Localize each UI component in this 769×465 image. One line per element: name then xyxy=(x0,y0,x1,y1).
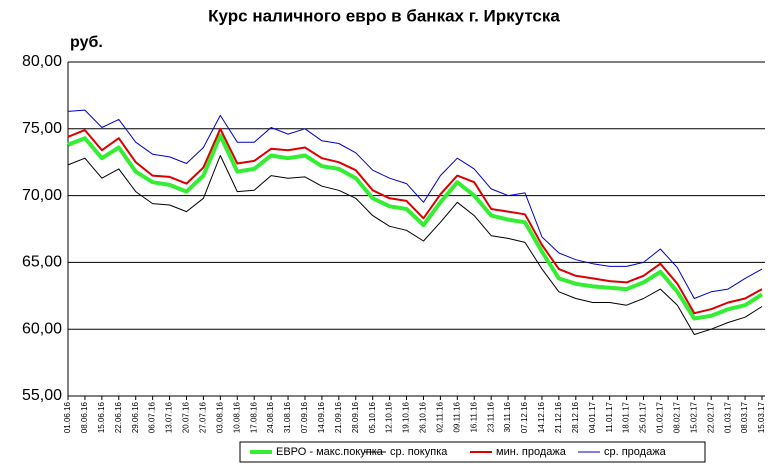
x-tick-label: 16.11.16 xyxy=(469,401,478,432)
series-line xyxy=(67,155,763,335)
x-tick-label: 14.09.16 xyxy=(317,401,326,433)
x-tick-label: 31.08.16 xyxy=(283,401,292,433)
y-tick-label: 75,00 xyxy=(22,120,62,137)
x-tick-label: 01.06.16 xyxy=(63,401,72,433)
x-tick-label: 06.07.16 xyxy=(148,401,157,433)
x-tick-label: 09.11.16 xyxy=(452,401,461,432)
x-tick-label: 20.07.16 xyxy=(182,401,191,433)
x-tick-label: 15.02.17 xyxy=(689,401,698,433)
y-axis-label: руб. xyxy=(70,34,103,51)
series-line xyxy=(67,133,764,321)
x-tick-label: 28.12.16 xyxy=(571,401,580,433)
legend-label: мин. продажа xyxy=(496,446,567,458)
y-tick-label: 60,00 xyxy=(22,320,62,337)
x-tick-label: 15.06.16 xyxy=(97,401,106,433)
x-tick-label: 08.02.17 xyxy=(672,401,681,433)
x-tick-label: 02.11.16 xyxy=(435,401,444,432)
y-tick-label: 55,00 xyxy=(22,387,62,404)
x-tick-label: 21.09.16 xyxy=(334,401,343,433)
series-line xyxy=(67,127,763,315)
y-tick-label: 65,00 xyxy=(22,254,62,271)
x-tick-label: 01.02.17 xyxy=(656,401,665,433)
x-tick-label: 26.10.16 xyxy=(419,401,428,433)
x-tick-label: 08.06.16 xyxy=(80,401,89,433)
chart-title: Курс наличного евро в банках г. Иркутска xyxy=(208,6,560,25)
x-tick-label: 21.12.16 xyxy=(554,401,563,433)
x-tick-label: 10.08.16 xyxy=(232,401,241,433)
x-tick-label: 14.12.16 xyxy=(537,401,546,433)
x-tick-label: 13.07.16 xyxy=(165,401,174,433)
series-line xyxy=(67,109,763,299)
x-tick-label: 22.06.16 xyxy=(114,401,123,433)
x-tick-label: 17.08.16 xyxy=(249,401,258,433)
x-tick-label: 07.09.16 xyxy=(300,401,309,433)
legend-label: ЕВРО - макс.покупка xyxy=(276,446,384,458)
x-tick-label: 29.06.16 xyxy=(131,401,140,433)
x-tick-label: 25.01.17 xyxy=(639,401,648,433)
x-tick-label: 19.10.16 xyxy=(402,401,411,433)
x-tick-label: 05.10.16 xyxy=(368,401,377,433)
legend-label: ср. продажа xyxy=(604,446,667,458)
x-tick-label: 23.11.16 xyxy=(486,401,495,432)
x-tick-label: 30.11.16 xyxy=(503,401,512,432)
x-tick-label: 15.03.17 xyxy=(757,401,766,433)
x-tick-label: 18.01.17 xyxy=(622,401,631,433)
x-tick-label: 08.03.17 xyxy=(740,401,749,433)
y-tick-label: 70,00 xyxy=(22,187,62,204)
legend-label: ср. покупка xyxy=(390,446,448,458)
x-tick-label: 22.02.17 xyxy=(706,401,715,433)
x-tick-label: 07.12.16 xyxy=(520,401,529,433)
x-tick-label: 24.08.16 xyxy=(266,401,275,433)
x-tick-label: 11.01.17 xyxy=(605,401,614,432)
x-tick-label: 27.07.16 xyxy=(199,401,208,433)
y-tick-label: 80,00 xyxy=(22,53,62,70)
x-tick-label: 01.03.17 xyxy=(723,401,732,433)
x-tick-label: 03.08.16 xyxy=(215,401,224,433)
x-tick-label: 12.10.16 xyxy=(385,401,394,433)
x-tick-label: 28.09.16 xyxy=(351,401,360,433)
x-tick-label: 04.01.17 xyxy=(588,401,597,433)
